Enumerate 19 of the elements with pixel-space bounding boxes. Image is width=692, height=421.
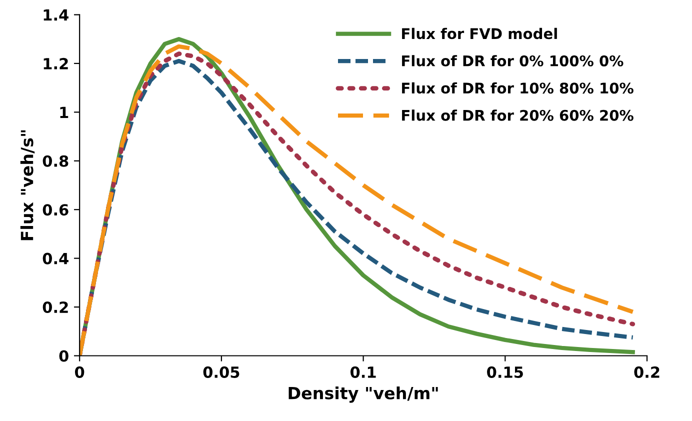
x-tick-label: 0.2 (634, 366, 660, 378)
y-tick-label: 1 (60, 106, 68, 118)
y-tick-label: 0.8 (42, 155, 68, 167)
y-tick-label: 0.2 (42, 301, 68, 314)
x-tick-label: 0 (74, 366, 84, 378)
y-tick-label: 0 (59, 350, 68, 362)
legend-label: Flux for FVD model (402, 28, 557, 40)
y-tick-label: 0.6 (42, 204, 68, 216)
x-tick-label: 0.1 (350, 366, 376, 378)
legend-label: Flux of DR for 10% 80% 10% (402, 82, 634, 94)
y-tick-label: 0.4 (42, 252, 68, 264)
y-tick-label: 1.2 (44, 58, 68, 70)
legend-label: Flux of DR for 0% 100% 0% (402, 55, 624, 66)
legend-label: Flux of DR for 20% 60% 20% (402, 110, 634, 121)
y-axis-title: Flux "veh/s" (20, 130, 35, 240)
x-tick-label: 0.05 (203, 366, 240, 378)
y-tick-label: 1.4 (44, 9, 68, 21)
x-tick-label: 0.15 (487, 366, 523, 378)
x-axis-title: Density "veh/m" (288, 386, 438, 403)
